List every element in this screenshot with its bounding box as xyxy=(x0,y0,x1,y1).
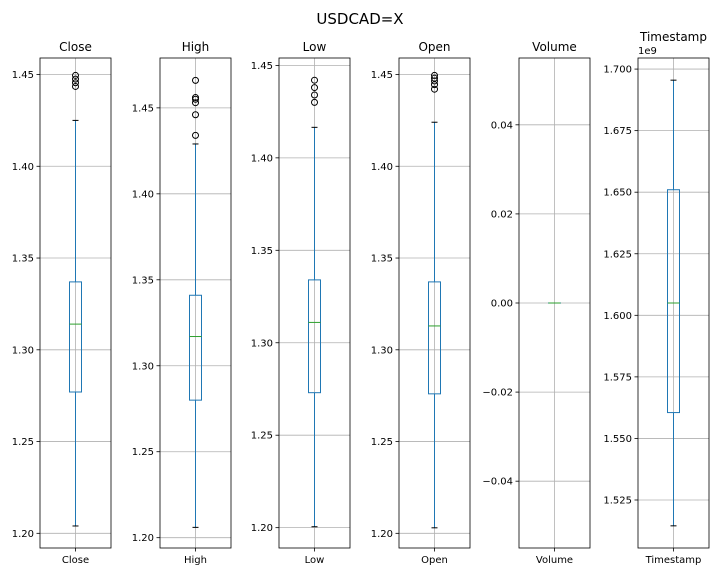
open-ytick-label: 1.40 xyxy=(371,162,393,173)
open-xtick-label: Open xyxy=(421,555,448,566)
timestamp-panel-title: Timestamp xyxy=(639,30,707,44)
open-outlier-point xyxy=(431,85,438,93)
close-xtick-label: Close xyxy=(62,555,89,566)
volume-ytick-label: 0.04 xyxy=(491,120,513,131)
low-outlier-point xyxy=(311,91,318,99)
timestamp-ytick-label: 1.650 xyxy=(603,188,632,199)
figure-title: USDCAD=X xyxy=(316,10,403,28)
close-panel-title: Close xyxy=(59,40,92,54)
close-ytick-label: 1.35 xyxy=(12,254,34,265)
low-ytick-label: 1.20 xyxy=(251,523,273,534)
high-outlier-point xyxy=(192,131,199,139)
low-ytick-label: 1.45 xyxy=(251,61,273,72)
high-outlier-point xyxy=(192,76,199,84)
low-xtick-label: Low xyxy=(305,555,325,566)
volume-ytick-label: −0.04 xyxy=(482,477,513,488)
timestamp-offset-label: 1e9 xyxy=(638,46,657,57)
high-ytick-label: 1.25 xyxy=(132,447,154,458)
open-ytick-label: 1.30 xyxy=(371,345,393,356)
open-panel-title: Open xyxy=(418,40,450,54)
low-ytick-label: 1.35 xyxy=(251,246,273,257)
low-box xyxy=(308,279,321,394)
high-outlier-point xyxy=(192,111,199,119)
timestamp-ytick-label: 1.625 xyxy=(603,249,632,260)
high-box xyxy=(189,294,202,401)
close-ytick-label: 1.45 xyxy=(12,70,34,81)
timestamp-ytick-label: 1.700 xyxy=(603,65,632,76)
open-ytick-label: 1.20 xyxy=(371,529,393,540)
close-ytick-label: 1.20 xyxy=(12,529,34,540)
timestamp-box xyxy=(667,189,680,414)
close-ytick-label: 1.30 xyxy=(12,345,34,356)
high-ytick-label: 1.45 xyxy=(132,103,154,114)
high-outlier-point xyxy=(192,94,199,102)
high-xtick-label: High xyxy=(184,555,207,566)
high-ytick-label: 1.20 xyxy=(132,533,154,544)
volume-xtick-label: Volume xyxy=(536,555,573,566)
high-ytick-label: 1.40 xyxy=(132,189,154,200)
high-ytick-label: 1.35 xyxy=(132,275,154,286)
high-outlier-point xyxy=(192,99,199,107)
low-ytick-label: 1.25 xyxy=(251,431,273,442)
timestamp-xtick-label: Timestamp xyxy=(645,555,702,566)
high-ytick-label: 1.30 xyxy=(132,361,154,372)
low-outlier-point xyxy=(311,76,318,84)
timestamp-ytick-label: 1.525 xyxy=(603,495,632,506)
open-ytick-label: 1.35 xyxy=(371,254,393,265)
open-ytick-label: 1.25 xyxy=(371,437,393,448)
open-ytick-label: 1.45 xyxy=(371,70,393,81)
open-box xyxy=(428,281,441,395)
close-outlier-point xyxy=(72,79,79,87)
volume-panel-title: Volume xyxy=(532,40,577,54)
low-panel-title: Low xyxy=(303,40,327,54)
low-ytick-label: 1.40 xyxy=(251,153,273,164)
low-outlier-point xyxy=(311,84,318,92)
close-outlier-point xyxy=(72,82,79,90)
timestamp-ytick-label: 1.675 xyxy=(603,126,632,137)
volume-ytick-label: 0.02 xyxy=(491,209,513,220)
volume-ytick-label: −0.02 xyxy=(482,388,513,399)
open-outlier-point xyxy=(431,74,438,82)
timestamp-ytick-label: 1.600 xyxy=(603,311,632,322)
volume-ytick-label: 0.00 xyxy=(491,299,513,310)
timestamp-ytick-label: 1.575 xyxy=(603,372,632,383)
close-ytick-label: 1.25 xyxy=(12,437,34,448)
low-outlier-point xyxy=(311,98,318,106)
close-outlier-point xyxy=(72,71,79,79)
low-ytick-label: 1.30 xyxy=(251,338,273,349)
high-panel-title: High xyxy=(182,40,210,54)
close-box xyxy=(69,281,82,393)
open-outlier-point xyxy=(431,71,438,79)
timestamp-ytick-label: 1.550 xyxy=(603,434,632,445)
close-ytick-label: 1.40 xyxy=(12,162,34,173)
close-outlier-point xyxy=(72,75,79,83)
